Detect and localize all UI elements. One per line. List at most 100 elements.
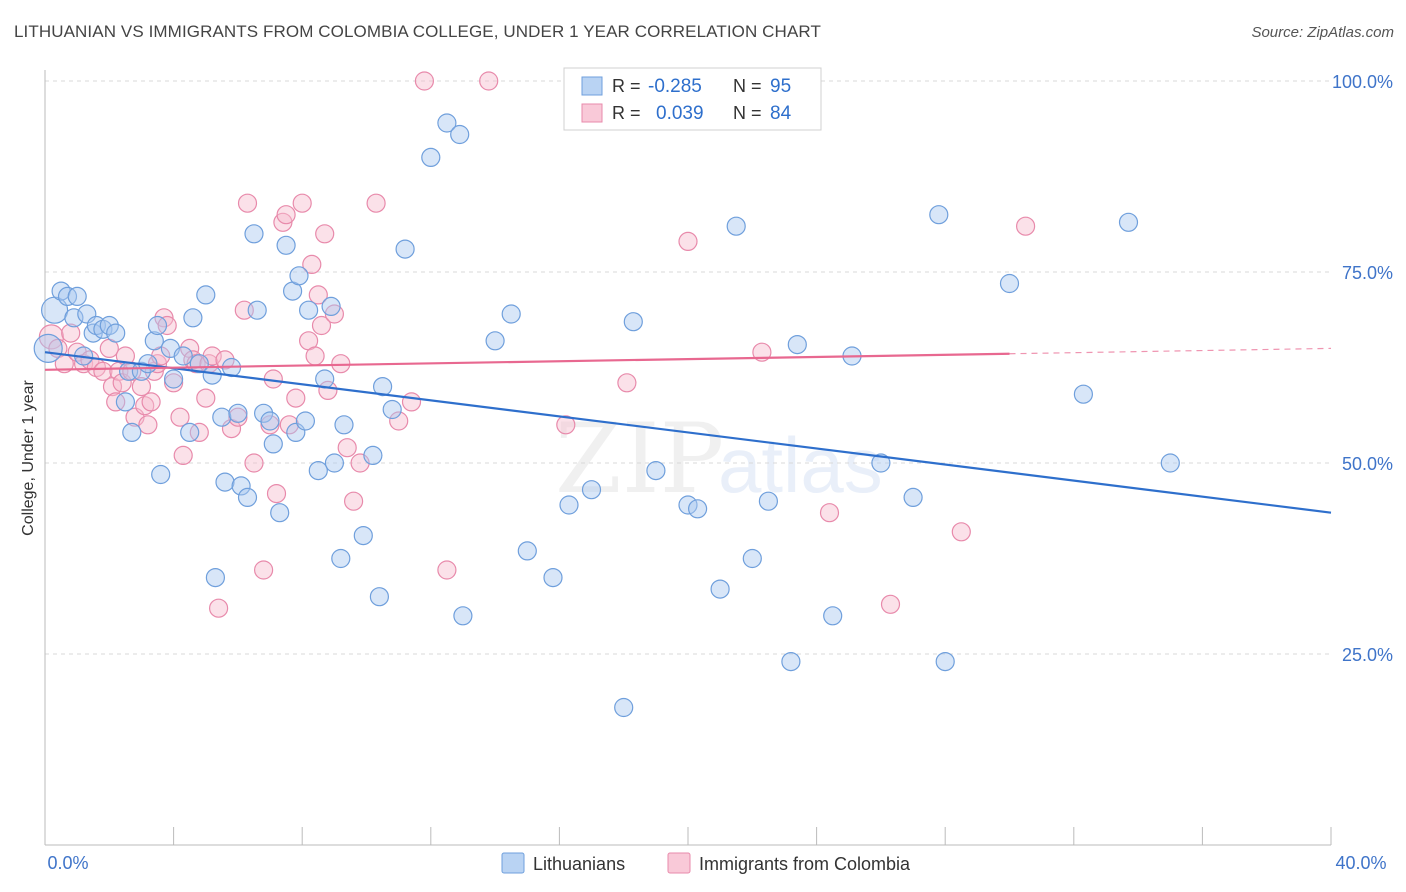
series-legend-swatch-lithuanians: [501, 852, 525, 874]
series-legend-label-colombia: Immigrants from Colombia: [699, 854, 911, 874]
colombia-point-33: [196, 388, 216, 408]
lithuanians-point-80: [787, 335, 807, 355]
lithuanians-point-35: [237, 487, 258, 507]
lithuanians-point-85: [929, 205, 949, 225]
colombia-point-8: [93, 361, 113, 381]
lithuanians-point-54: [353, 525, 373, 546]
colombia-point-61: [337, 438, 357, 458]
lithuanians-point-87: [999, 273, 1020, 294]
lithuanians-point-22: [164, 369, 184, 389]
lithuanians-point-28: [202, 365, 222, 385]
lithuanians-point-5: [67, 286, 87, 306]
lithuanians-point-37: [247, 300, 267, 320]
lithuanians-point-42: [276, 235, 296, 255]
lithuanians-point-79: [781, 651, 801, 672]
colombia-point-51: [292, 193, 312, 213]
lithuanians-point-48: [308, 461, 328, 481]
stats-n-label-lithuanians: N =: [733, 76, 762, 96]
y-tick-label-25: 25.0%: [1342, 645, 1393, 665]
colombia-point-73: [678, 231, 698, 251]
x-axis-ticks: [44, 827, 1332, 845]
stats-r-value-lithuanians: -0.285: [648, 76, 702, 97]
lithuanians-point-25: [183, 308, 203, 328]
stats-n-value-colombia: 84: [770, 103, 792, 124]
lithuanians-point-39: [260, 411, 280, 431]
lithuanians-point-66: [517, 541, 537, 561]
trend-lines: [44, 347, 1332, 514]
lithuanians-point-30: [212, 407, 232, 427]
colombia-point-65: [389, 411, 409, 431]
lithuanians-point-73: [678, 495, 698, 515]
lithuanians-point-58: [382, 399, 402, 420]
lithuanians-point-46: [295, 411, 315, 431]
colombia-point-68: [437, 560, 457, 580]
lithuanians-point-69: [581, 480, 602, 500]
lithuanians-point-52: [331, 548, 351, 569]
colombia-point-76: [880, 594, 901, 614]
colombia-point-78: [1015, 216, 1036, 236]
colombia-point-66: [401, 392, 422, 412]
lithuanians-point-72: [646, 461, 666, 481]
lithuanians-point-15: [122, 422, 142, 442]
lithuanians-point-78: [758, 491, 779, 511]
lithuanians-point-55: [363, 445, 383, 465]
colombia-point-42: [244, 453, 264, 473]
stats-n-label-colombia: N =: [733, 103, 762, 123]
lithuanians-point-20: [151, 464, 171, 485]
lithuanians-point-33: [228, 403, 248, 423]
colombia-point-71: [617, 373, 637, 393]
colombia-point-32: [189, 422, 209, 442]
colombia-point-64: [366, 193, 386, 213]
trend-line-colombia: [44, 352, 1010, 371]
x-tick-label-min: 0.0%: [47, 853, 88, 873]
series-legend-swatch-colombia: [667, 852, 691, 874]
lithuanians-point-0: [33, 333, 63, 363]
colombia-point-3: [61, 323, 81, 343]
colombia-point-24: [154, 308, 174, 328]
colombia-point-62: [344, 491, 364, 511]
colombia-point-57: [315, 224, 335, 244]
source-credit: Source: ZipAtlas.com: [1251, 24, 1394, 41]
lithuanians-point-13: [115, 392, 136, 412]
stats-r-label-lithuanians: R =: [612, 76, 641, 96]
lithuanians-point-19: [147, 315, 168, 336]
colombia-point-67: [414, 71, 434, 91]
lithuanians-point-31: [215, 472, 235, 492]
colombia-point-43: [254, 560, 274, 580]
colombia-point-49: [279, 415, 299, 435]
lithuanians-point-40: [263, 434, 283, 454]
series-lithuanians-points: [33, 113, 1180, 718]
lithuanians-point-51: [324, 453, 344, 473]
colombia-point-19: [138, 415, 158, 435]
lithuanians-point-83: [871, 453, 891, 473]
trend-line-lithuanians: [44, 351, 1332, 514]
lithuanians-point-16: [131, 361, 151, 381]
colombia-point-41: [237, 193, 258, 213]
lithuanians-point-88: [1073, 384, 1094, 404]
lithuanians-point-61: [437, 113, 457, 133]
lithuanians-point-23: [173, 346, 193, 366]
stats-r-value-colombia: 0.039: [656, 103, 704, 124]
lithuanians-point-27: [196, 285, 216, 305]
lithuanians-point-3: [57, 286, 78, 306]
colombia-point-11: [106, 392, 126, 412]
lithuanians-point-63: [453, 606, 473, 626]
lithuanians-point-65: [501, 304, 521, 324]
colombia-point-55: [308, 285, 328, 305]
colombia-point-70: [556, 415, 576, 435]
lithuanians-point-60: [421, 147, 441, 167]
lithuanians-point-50: [321, 296, 341, 316]
lithuanians-point-74: [687, 499, 708, 519]
lithuanians-point-47: [299, 300, 319, 320]
watermark-zip: ZIP: [555, 403, 724, 515]
stats-legend: R = -0.285 N = 95 R = 0.039 N = 84: [563, 67, 822, 131]
lithuanians-point-24: [180, 422, 200, 442]
colombia-point-69: [479, 71, 499, 91]
lithuanians-point-75: [710, 579, 730, 599]
colombia-point-36: [209, 598, 229, 618]
y-tick-label-50: 50.0%: [1342, 454, 1393, 474]
lithuanians-point-18: [144, 331, 164, 351]
colombia-point-54: [305, 346, 325, 366]
series-colombia-points: [38, 71, 1036, 618]
